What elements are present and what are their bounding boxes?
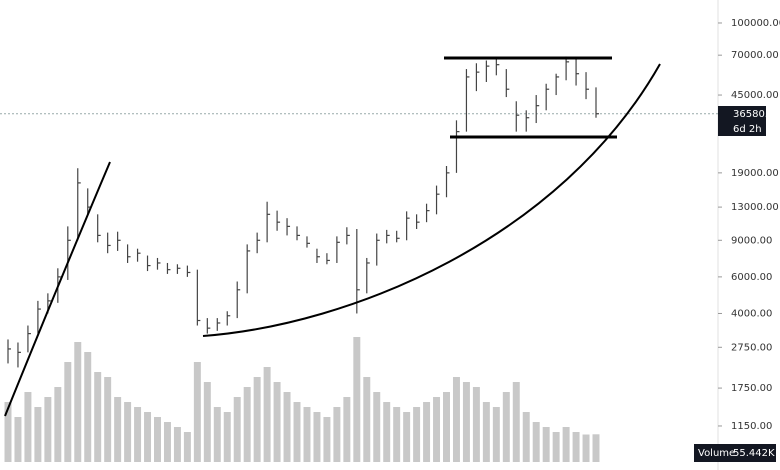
volume-bar [114, 397, 122, 462]
volume-bar [94, 372, 102, 462]
y-tick-label: 4000.00 [731, 308, 772, 319]
volume-bar [193, 362, 201, 462]
y-tick-label: 45000.00 [731, 90, 779, 101]
volume-bar [144, 412, 152, 462]
volume-bar [313, 412, 321, 462]
volume-bar [84, 352, 92, 462]
volume-bar [223, 412, 231, 462]
volume-bar [283, 392, 291, 462]
drawings [4, 56, 661, 417]
price-axis: 100000.00 70000.00 45000.00 19000.00 13000.0… [718, 18, 780, 432]
volume-bar [582, 434, 590, 462]
volume-bar [233, 397, 241, 462]
volume-bar [373, 392, 381, 462]
volume-bar [592, 434, 600, 462]
volume-bar [552, 432, 560, 462]
volume-bar [522, 412, 530, 462]
y-tick-label: 100000.00 [731, 18, 780, 29]
volume-bar [472, 387, 480, 462]
volume-bar [343, 397, 351, 462]
volume-bar [44, 397, 52, 462]
y-tick-label: 9000.00 [731, 235, 772, 246]
volume-bar [383, 402, 391, 462]
volume-bar [14, 417, 22, 462]
volume-bar [542, 427, 550, 462]
volume-bar [452, 377, 460, 462]
volume-bar [393, 407, 401, 462]
current-price-tag [718, 106, 766, 136]
volume-bar [512, 382, 520, 462]
volume-bar [492, 407, 500, 462]
countdown-label: 6d 2h [733, 124, 762, 135]
volume-bar [64, 362, 72, 462]
volume-bar [572, 432, 580, 462]
volume-bar [403, 412, 411, 462]
y-tick-label: 2750.00 [731, 342, 772, 353]
y-tick-label: 1150.00 [731, 421, 772, 432]
y-tick-label: 13000.00 [731, 202, 779, 213]
volume-bar [433, 397, 441, 462]
y-tick-label: 70000.00 [731, 50, 779, 61]
current-price-label: 36580.00 [733, 109, 780, 120]
volume-bar [104, 377, 112, 462]
volume-bar [183, 432, 191, 462]
volume-bar [562, 427, 570, 462]
volume-bar [163, 422, 171, 462]
volume-bar [253, 377, 261, 462]
trend-curve-left [4, 161, 111, 417]
volume-bar [173, 427, 181, 462]
volume-bar [34, 407, 42, 462]
volume-bar [293, 402, 301, 462]
volume-bar [423, 402, 431, 462]
volume-bar [333, 407, 341, 462]
volume-bar [124, 402, 132, 462]
volume-bar [203, 382, 211, 462]
trend-curve-main [202, 63, 661, 337]
volume-bar [443, 392, 450, 462]
volume-tag [694, 444, 776, 462]
volume-bar [363, 377, 371, 462]
volume-bar [462, 382, 470, 462]
volume-bar [532, 422, 540, 462]
volume-bar [74, 342, 82, 462]
volume-bar [482, 402, 490, 462]
plot-area [0, 56, 718, 462]
volume-bar [502, 392, 510, 462]
volume-value: 55.442K [733, 448, 775, 459]
y-tick-label: 6000.00 [731, 272, 772, 283]
y-tick-label: 19000.00 [731, 168, 779, 179]
volume-bar [303, 407, 311, 462]
volume-bar [323, 417, 331, 462]
volume-bar [213, 407, 221, 462]
volume-bar [353, 337, 361, 462]
volume-bar [273, 382, 281, 462]
volume-bar [54, 387, 62, 462]
volume-bar [263, 367, 271, 462]
volume-bar [413, 407, 421, 462]
volume-bar [24, 392, 32, 462]
volume-bar [4, 402, 12, 462]
volume-bar [243, 387, 251, 462]
volume-title: Volume [698, 448, 735, 459]
volume-bar [134, 407, 142, 462]
y-tick-label: 1750.00 [731, 383, 772, 394]
volume-bar [154, 417, 161, 462]
